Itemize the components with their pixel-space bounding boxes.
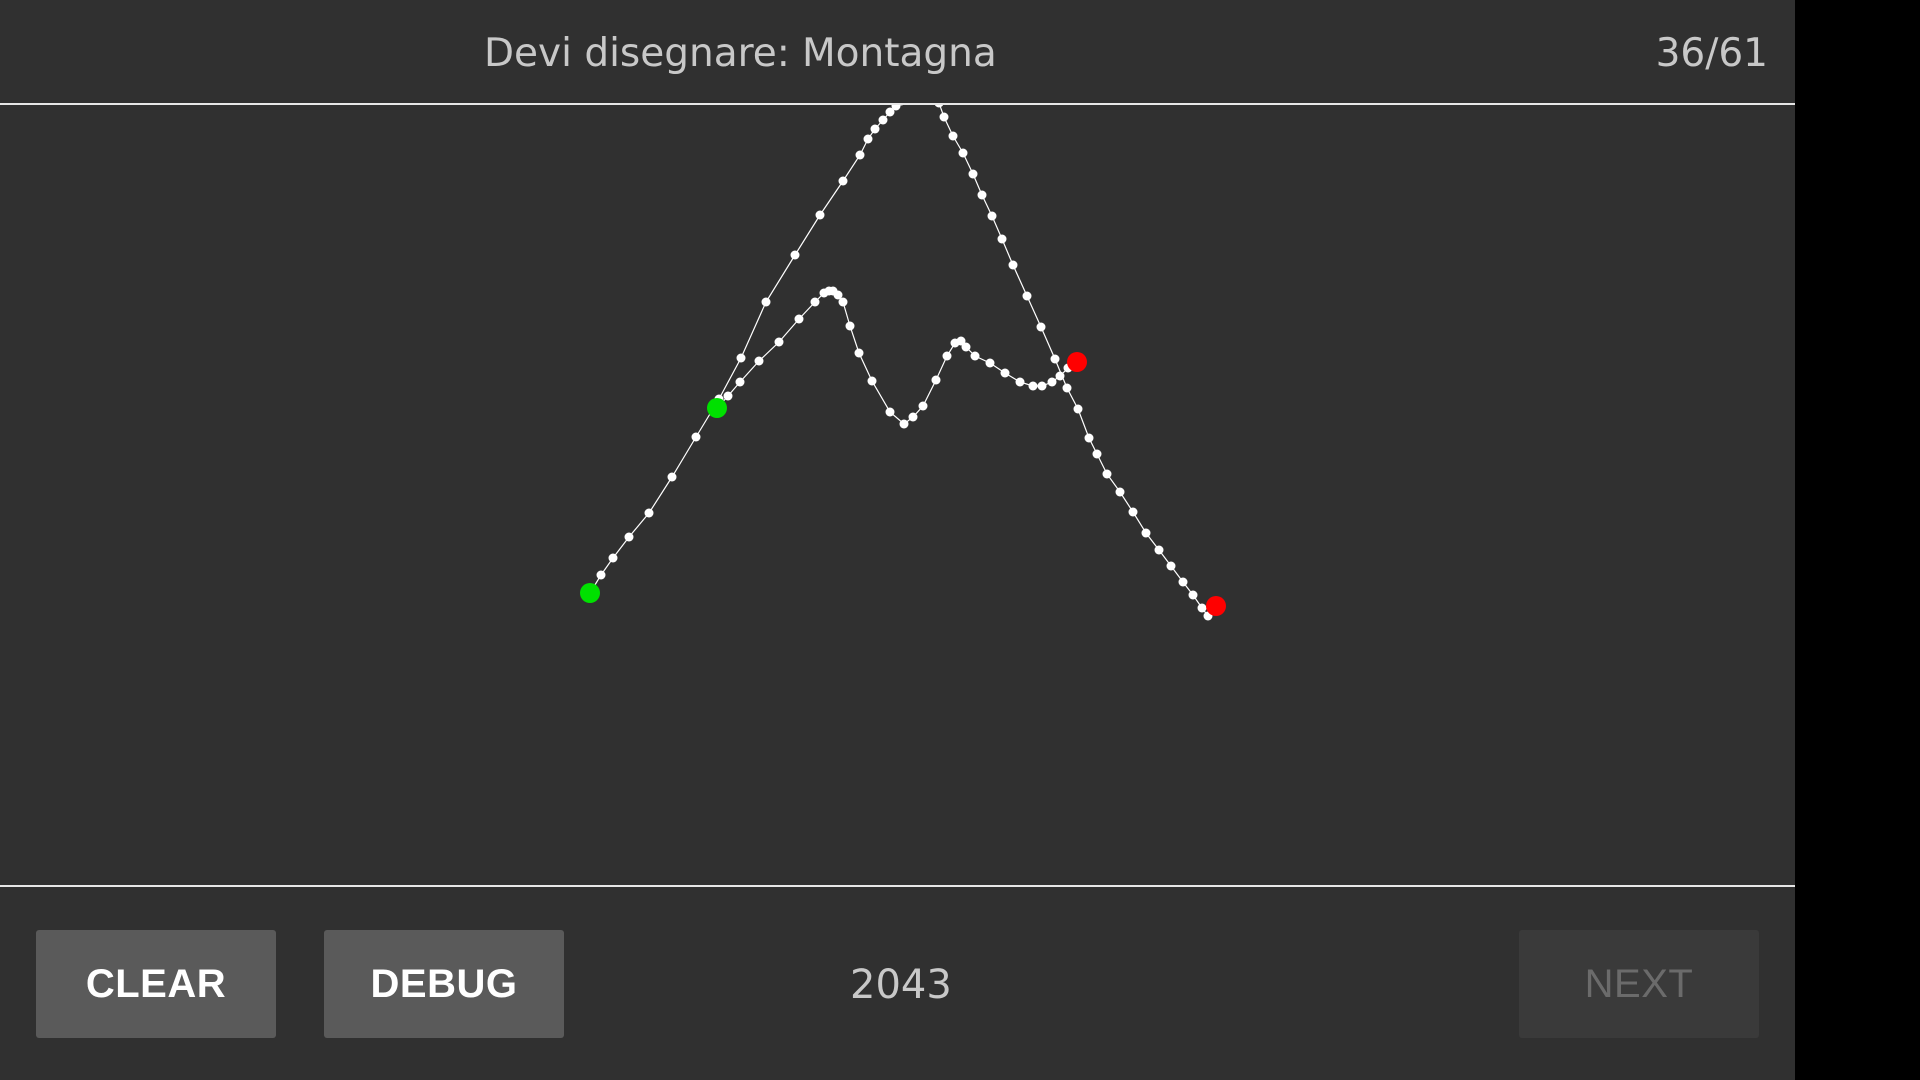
outer-ridge-point [761, 297, 771, 307]
outer-ridge-point [948, 131, 958, 141]
inner-ridge-point [794, 314, 804, 324]
header-bar: Devi disegnare: Montagna 36/61 [0, 0, 1795, 105]
inner-ridge-point [1000, 368, 1010, 378]
inner-ridge-point [833, 290, 843, 300]
outer-ridge-point [855, 150, 865, 160]
next-button[interactable]: NEXT [1519, 930, 1759, 1038]
inner-ridge-point [942, 351, 952, 361]
inner-ridge-point [885, 407, 895, 417]
inner-ridge-point [985, 358, 995, 368]
outer-ridge-point [885, 107, 895, 117]
outer-ridge-point [624, 532, 634, 542]
outer-ridge-point [898, 105, 904, 106]
drawing-app: Devi disegnare: Montagna 36/61 CLEAR DEB… [0, 0, 1795, 1080]
inner-ridge-point [735, 377, 745, 387]
prompt-word: Montagna [802, 31, 997, 76]
inner-ridge-point [1015, 377, 1025, 387]
outer-ridge-point [878, 115, 888, 125]
outer-ridge-point [608, 553, 618, 563]
outer-ridge-point [790, 250, 800, 260]
outer-ridge-point [1115, 487, 1125, 497]
stroke-start-marker [707, 398, 727, 418]
outer-ridge-point [958, 148, 968, 158]
outer-ridge-point [815, 210, 825, 220]
outer-ridge-point [977, 190, 987, 200]
outer-ridge-point [1008, 260, 1018, 270]
outer-ridge-point [1102, 469, 1112, 479]
inner-ridge-point [908, 412, 918, 422]
inner-ridge-point [956, 336, 966, 346]
outer-ridge-point [934, 105, 944, 108]
outer-ridge-point [1073, 404, 1083, 414]
outer-ridge-point [667, 472, 677, 482]
outer-ridge-point [968, 169, 978, 179]
outer-ridge-point [1141, 528, 1151, 538]
stroke-start-marker [580, 583, 600, 603]
inner-ridge-point [845, 321, 855, 331]
progress-counter: 36/61 [1655, 31, 1768, 76]
outer-ridge-point [1188, 590, 1198, 600]
outer-ridge-point [596, 570, 606, 580]
inner-ridge-point [1047, 377, 1057, 387]
outer-ridge-point [1036, 322, 1046, 332]
inner-ridge-point [810, 297, 820, 307]
outer-ridge-point [863, 134, 873, 144]
prompt-label: Devi disegnare: [484, 31, 790, 76]
inner-ridge-point [867, 376, 877, 386]
outer-ridge-point [1084, 433, 1094, 443]
outer-ridge-point [1128, 507, 1138, 517]
outer-ridge-point [891, 105, 901, 111]
inner-ridge-point [774, 337, 784, 347]
inner-ridge-point [918, 401, 928, 411]
inner-ridge-point [854, 348, 864, 358]
clear-button[interactable]: CLEAR [36, 930, 276, 1038]
outer-ridge-point [987, 211, 997, 221]
outer-ridge-point [644, 508, 654, 518]
outer-ridge-point [1197, 603, 1207, 613]
inner-ridge-point [1055, 371, 1065, 381]
outer-ridge-point [1050, 354, 1060, 364]
inner-ridge-line [716, 290, 1078, 425]
footer-bar: CLEAR DEBUG 2043 NEXT [0, 887, 1795, 1080]
outer-ridge-point [997, 234, 1007, 244]
inner-ridge-point [970, 351, 980, 361]
inner-ridge-point [961, 342, 971, 352]
drawing-svg[interactable] [0, 105, 1795, 885]
outer-ridge-point [1178, 577, 1188, 587]
inner-ridge-point [899, 419, 909, 429]
outer-ridge-point [1092, 449, 1102, 459]
drawing-canvas[interactable] [0, 105, 1795, 887]
outer-ridge-point [691, 432, 701, 442]
outer-ridge-line [589, 105, 1209, 617]
outer-ridge-point [1154, 545, 1164, 555]
inner-ridge-point [838, 297, 848, 307]
inner-ridge-point [1028, 381, 1038, 391]
stroke-end-marker [1067, 352, 1087, 372]
inner-ridge-point [1037, 381, 1047, 391]
outer-ridge-point [838, 176, 848, 186]
score-counter: 2043 [850, 962, 952, 1008]
outer-ridge-point [870, 124, 880, 134]
inner-ridge-point [723, 391, 733, 401]
inner-ridge-point [754, 356, 764, 366]
outer-ridge-point [736, 353, 746, 363]
outer-ridge-point [1022, 291, 1032, 301]
outer-ridge-point [1062, 383, 1072, 393]
debug-button[interactable]: DEBUG [324, 930, 564, 1038]
inner-ridge-point [931, 375, 941, 385]
outer-ridge-point [939, 112, 949, 122]
outer-ridge-point [1166, 561, 1176, 571]
stroke-end-marker [1206, 596, 1226, 616]
